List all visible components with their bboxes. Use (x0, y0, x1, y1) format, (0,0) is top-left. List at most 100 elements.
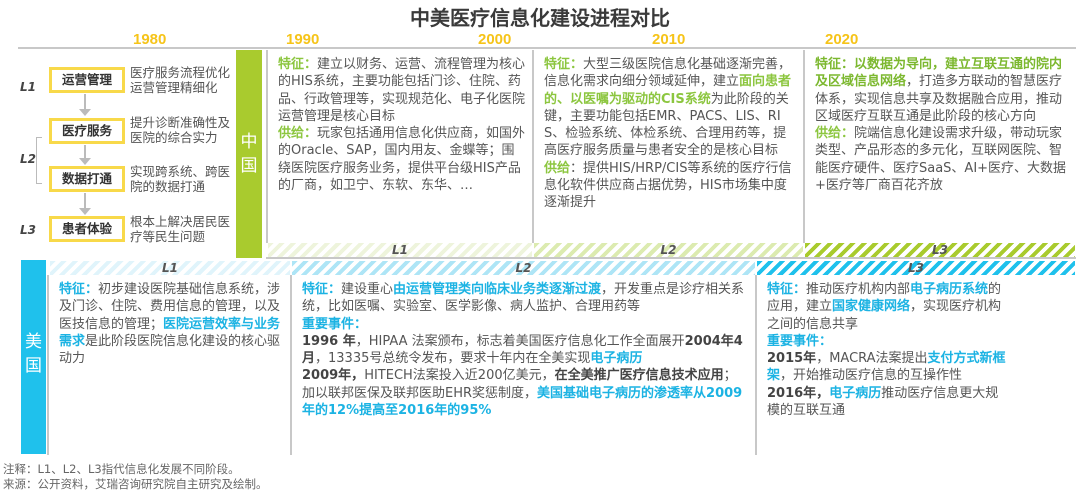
highlight-text: 2016年， (767, 385, 830, 401)
body-text: 初步建设医院基础信息系统，涉及门诊、住院、费用信息的管理，以及医技信息的管理； (59, 282, 281, 332)
paragraph: 特征：以数据为导向，建立互联互通的院内及区域信息网络，打造多方联动的智慧医疗体系… (815, 56, 1069, 125)
timeline-axis (18, 47, 1076, 49)
paragraph: 特征：推动医疗机构内部电子病历系统的应用，建立国家健康网络，实现医疗机构之间的信… (767, 281, 1009, 333)
paragraph: 供给：玩家包括通用信息化供应商，如国外的Oracle、SAP，国内用友、金蝶等；… (278, 125, 526, 194)
paragraph: 特征：建立以财务、运营、流程管理为核心的HIS系统，主要功能包括门诊、住院、药品… (278, 56, 526, 125)
body-text: ，MACRA法案提出 (816, 351, 928, 367)
level-label-l2: L2 (20, 152, 36, 166)
page-title: 中美医疗信息化建设进程对比 (410, 6, 670, 30)
paragraph: 2016年，电子病历推动医疗信息更大规模的互联互通 (767, 385, 1009, 420)
body-text: ，开发重点是诊疗相关系统，比如医嘱、实验室、医学影像、病人监护、合理用药等 (302, 282, 745, 315)
body-text: 建立以财务、运营、流程管理为核心的HIS系统，主要功能包括门诊、住院、药品、行政… (278, 57, 526, 124)
highlight-text: 供给： (815, 126, 855, 142)
china-label: 中国 (236, 50, 262, 258)
highlight-text: 电子病历 (590, 351, 643, 367)
paragraph: 特征：建设重心由运营管理类向临床业务类逐渐过渡，开发重点是诊疗相关系统，比如医嘱… (302, 281, 749, 316)
us-stage-l1: L1 (50, 261, 290, 275)
year-2010: 2010 (652, 31, 686, 48)
body-text: ，13335号总统令发布，要求十年内在全美实现 (315, 351, 591, 367)
paragraph: 重要事件： (302, 316, 749, 333)
body-text: 院端信息化建设需求升级，带动玩家类型、产品形态的多元化，互联网医院、智能医疗硬件… (815, 126, 1067, 194)
divider (266, 257, 1076, 259)
body-text: 建设重心 (341, 282, 394, 297)
us-label-text: 美国 (25, 332, 42, 376)
highlight-text: 电子病历系统 (910, 282, 989, 297)
highlight-text: 电子病历 (829, 385, 882, 401)
stage-desc: 实现跨系统、跨医院的数据打通 (130, 164, 231, 194)
body-text: ，HIPAA 法案颁布，标志着美国医疗信息化工作全面展开 (355, 333, 685, 349)
year-1990: 1990 (286, 31, 320, 48)
paragraph: 供给：提供HIS/HRP/CIS等系统的医疗行信息化软件供应商占据优势，HIS市… (544, 160, 797, 212)
highlight-text: 重要事件： (767, 333, 833, 349)
china-col-l2: 特征：大型三级医院信息化基础逐渐完善，信息化需求向细分领域延伸，建立面向患者的、… (532, 50, 805, 243)
stage-box-patient-experience: 患者体验 (49, 216, 125, 242)
stage-box-data-integration: 数据打通 (49, 166, 125, 192)
body-text: 是此阶段医院信息化建设的核心驱动力 (59, 333, 281, 367)
paragraph: 1996 年，HIPAA 法案颁布，标志着美国医疗信息化工作全面展开2004年4… (302, 333, 749, 368)
highlight-text: 支付方式新框架 (767, 351, 1006, 384)
highlight-text: 2009年， (302, 368, 365, 384)
body-text: ，实现医疗机构之间的信息共享 (767, 299, 1002, 332)
source: 来源：公开资料，艾瑞咨询研究院自主研究及绘制。 (3, 477, 268, 491)
arrow-down-icon (79, 193, 91, 215)
highlight-text: 特征： (302, 282, 342, 297)
china-stage-l3: L3 (805, 243, 1075, 257)
paragraph: 重要事件： (767, 333, 1009, 350)
paragraph: 特征：大型三级医院信息化基础逐渐完善，信息化需求向细分领域延伸，建立面向患者的、… (544, 56, 797, 160)
highlight-text: 美国基础电子病历的渗透率从2009年的12%提高至2016年的95% (302, 385, 743, 419)
highlight-text: 2015年 (767, 351, 817, 367)
china-stage-l1: L1 (268, 243, 532, 257)
us-stage-l2: L2 (292, 261, 755, 275)
body-text: 的应用，建立 (767, 282, 1002, 315)
stage-box-medical-service: 医疗服务 (49, 118, 125, 144)
level-label-l1: L1 (20, 80, 36, 94)
highlight-text: 特征： (767, 282, 807, 297)
us-label: 美国 (21, 260, 46, 454)
china-stage-l2: L2 (534, 243, 803, 257)
stage-box-operations: 运营管理 (49, 67, 125, 93)
arrow-down-icon (79, 145, 91, 165)
body-text: 推动医疗信息更大规模的互联互通 (767, 385, 999, 419)
highlight-text: 2004年4月 (302, 333, 743, 367)
stage-desc: 根本上解决居民医疗等民生问题 (130, 214, 231, 244)
highlight-text: 供给： (278, 126, 318, 142)
highlight-text: 1996 年 (302, 333, 356, 349)
highlight-text: 由运营管理类向临床业务类逐渐过渡 (393, 282, 602, 297)
body-text: ，打造多方联动的智慧医疗体系，实现信息共享及数据融合应用，推动区域医疗互联互通是… (815, 74, 1063, 124)
us-col-l2: 特征：建设重心由运营管理类向临床业务类逐渐过渡，开发重点是诊疗相关系统，比如医嘱… (290, 275, 757, 455)
us-col-l3: 特征：推动医疗机构内部电子病历系统的应用，建立国家健康网络，实现医疗机构之间的信… (755, 275, 1017, 455)
stage-desc: 提升诊断准确性及医院的综合实力 (130, 115, 231, 145)
body-text: 玩家包括通用信息化供应商，如国外的Oracle、SAP，国内用友、金蝶等；围绕医… (278, 126, 526, 194)
body-text: 为此阶段的关键，主要功能包括EMR、PACS、LIS、RIS、检验系统、体检系统… (544, 91, 789, 159)
us-stage-l3: L3 (757, 261, 1075, 275)
china-label-text: 中国 (240, 132, 258, 176)
year-2020: 2020 (825, 31, 859, 48)
body-text: HITECH法案投入近200亿美元， (364, 368, 555, 384)
highlight-text: 特征：以数据为导向，建立互联互通的院内及区域信息网络 (815, 57, 1063, 90)
highlight-text: 特征： (544, 57, 584, 72)
note: 注释：L1、L2、L3指代信息化发展不同阶段。 (3, 462, 240, 476)
body-text: ，开始推动医疗信息的互操作性 (780, 368, 963, 384)
highlight-text: 重要事件： (302, 316, 368, 332)
highlight-text: 面向患者的、以医嘱为驱动的CIS系统 (544, 74, 792, 107)
highlight-text: 特征： (278, 57, 318, 72)
body-text: 推动医疗机构内部 (806, 282, 911, 297)
stage-desc: 医疗服务流程优化运营管理精细化 (130, 65, 231, 95)
paragraph: 供给：院端信息化建设需求升级，带动玩家类型、产品形态的多元化，互联网医院、智能医… (815, 125, 1069, 194)
highlight-text: 国家健康网络 (832, 299, 911, 315)
arrow-down-icon (79, 94, 91, 116)
l2-brace (36, 137, 42, 184)
paragraph: 2015年，MACRA法案提出支付方式新框架，开始推动医疗信息的互操作性 (767, 350, 1009, 385)
body-text: ：提供HIS/HRP/CIS等系统的医疗行信息化软件供应商占据优势，HIS市场集… (544, 160, 792, 211)
highlight-text: 特征： (59, 282, 99, 297)
paragraph: 2009年，HITECH法案投入近200亿美元，在全美推广医疗信息技术应用；加以… (302, 367, 749, 419)
china-col-l1: 特征：建立以财务、运营、流程管理为核心的HIS系统，主要功能包括门诊、住院、药品… (266, 50, 534, 243)
us-col-l1: 特征：初步建设医院基础信息系统，涉及门诊、住院、费用信息的管理，以及医技信息的管… (47, 275, 292, 455)
highlight-text: 在全美推广医疗信息技术应用 (554, 368, 724, 384)
body-text: 大型三级医院信息化基础逐渐完善，信息化需求向细分领域延伸，建立 (544, 57, 792, 90)
paragraph: 特征：初步建设医院基础信息系统，涉及门诊、住院、费用信息的管理，以及医技信息的管… (59, 281, 284, 367)
year-2000: 2000 (478, 31, 512, 48)
level-label-l3: L3 (20, 223, 36, 237)
china-col-l3: 特征：以数据为导向，建立互联互通的院内及区域信息网络，打造多方联动的智慧医疗体系… (803, 50, 1077, 243)
highlight-text: 供给 (544, 160, 571, 176)
